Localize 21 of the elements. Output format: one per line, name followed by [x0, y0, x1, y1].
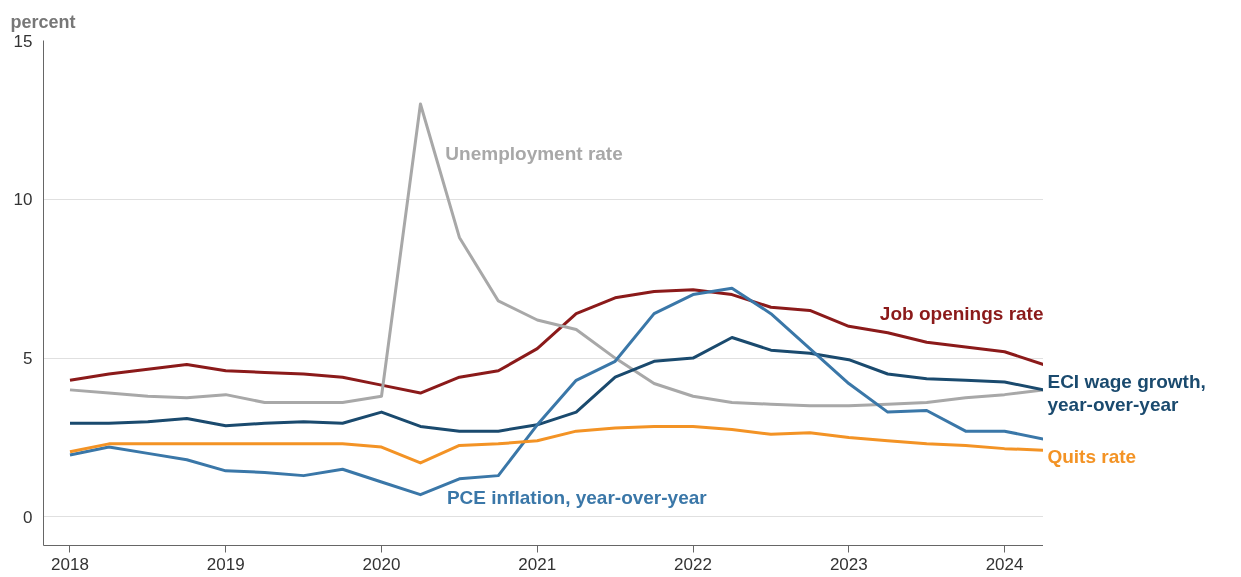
line-series [68, 102, 1043, 408]
x-tick-label: 2019 [206, 554, 245, 574]
series-label: PCE inflation, year-over-year [446, 487, 708, 509]
y-tick-label: 5 [23, 349, 33, 369]
y-tick-label: 15 [13, 31, 33, 51]
y-axis-title: percent [10, 11, 76, 32]
line-series [68, 335, 1043, 433]
series-label: Unemployment rate [445, 142, 623, 164]
series-label: ECI wage growth, year-over-year [1047, 371, 1206, 416]
x-tick-label: 2022 [674, 554, 712, 574]
y-tick-label: 10 [13, 190, 33, 210]
x-tick-label: 2020 [362, 554, 401, 574]
x-tick-label: 2024 [985, 554, 1024, 574]
x-tick-label: 2018 [51, 554, 89, 574]
y-tick-label: 0 [23, 507, 33, 527]
line-series [68, 424, 1043, 465]
x-tick-label: 2021 [518, 554, 557, 574]
series-label: Quits rate [1047, 446, 1137, 468]
x-tick-label: 2023 [829, 554, 868, 574]
series-label: Job openings rate [879, 303, 1044, 325]
line-series [68, 288, 1043, 395]
